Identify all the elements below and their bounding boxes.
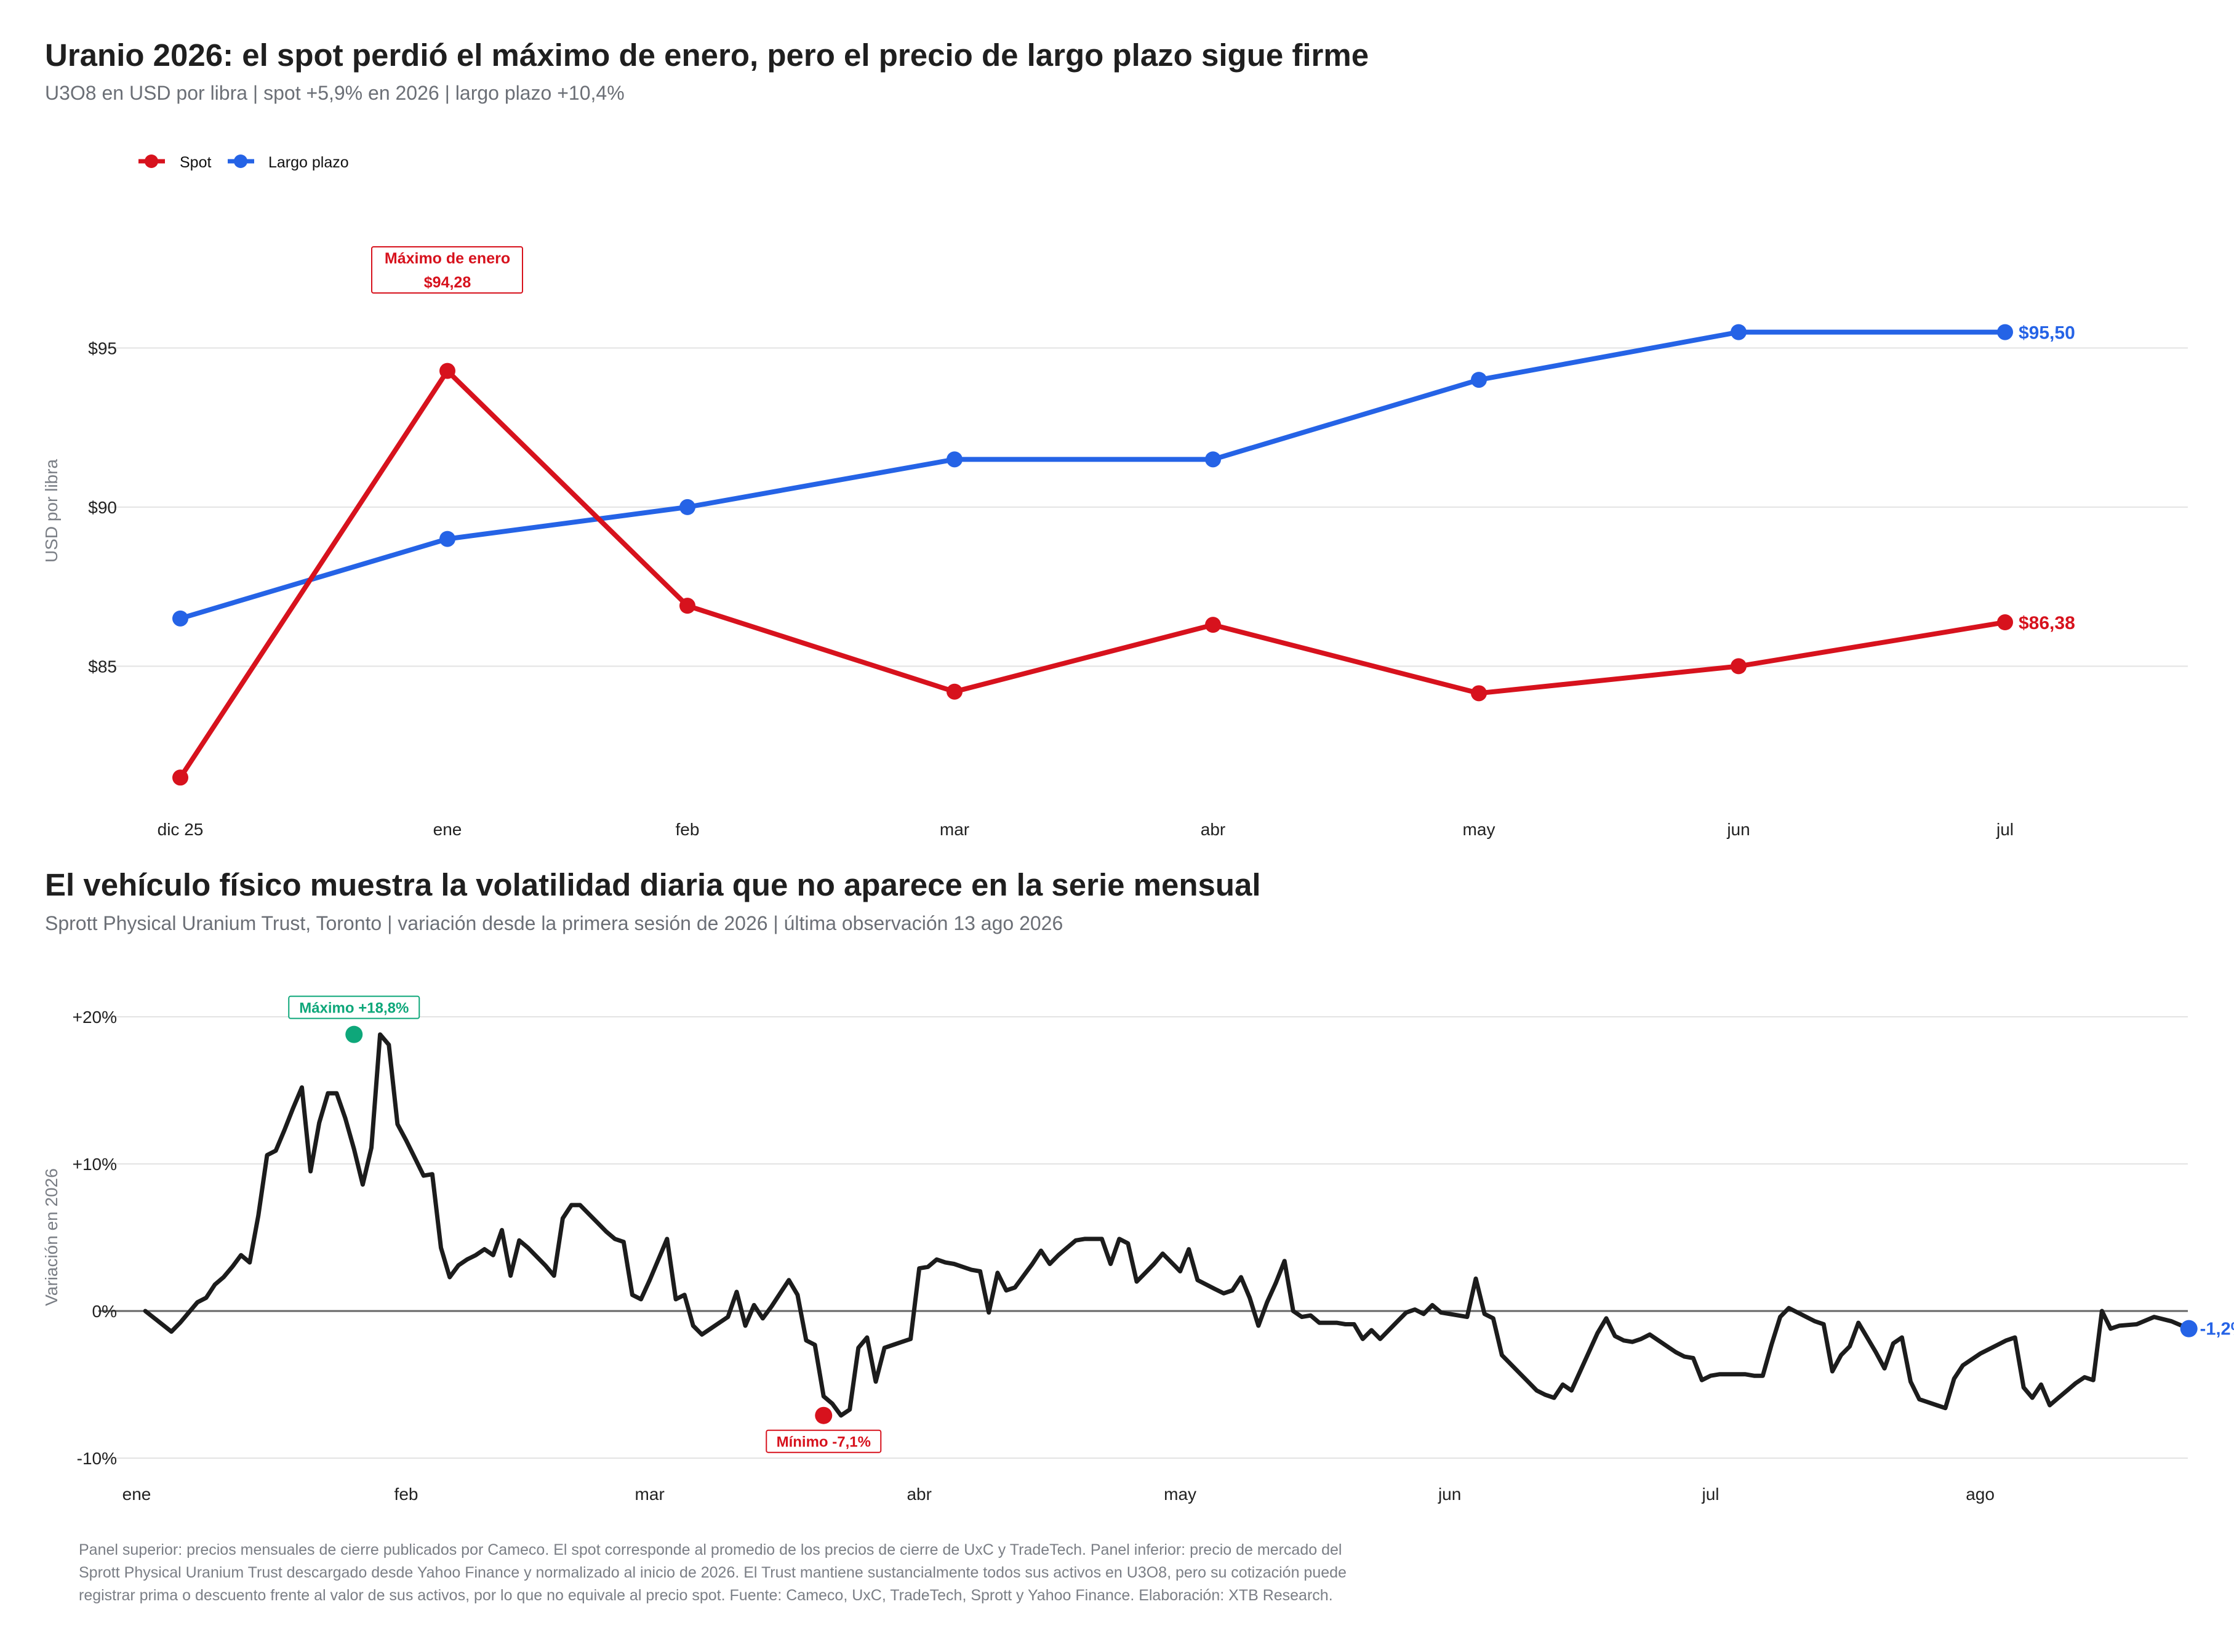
top-xtick-label: jun	[1726, 820, 1750, 839]
bottom-xtick-label: jul	[1702, 1485, 1720, 1504]
min-label: Mínimo -7,1%	[777, 1434, 871, 1451]
bottom-chart-ylabel: Variación en 2026	[42, 1168, 61, 1306]
max-label: Máximo +18,8%	[299, 1000, 409, 1017]
top-xtick-label: jul	[1996, 820, 2014, 839]
bottom-xtick-label: ago	[1966, 1485, 1995, 1504]
spot-point	[1731, 658, 1747, 675]
top-chart-legend: Spot Largo plazo	[138, 154, 349, 171]
top-xtick-label: feb	[676, 820, 700, 839]
bottom-line-chart: -10% 0% +10% +20% ene feb mar abr may jun jul ago V…	[42, 995, 2234, 1504]
end-marker	[2180, 1320, 2198, 1337]
top-xtick-label: mar	[940, 820, 969, 839]
spot-point	[439, 363, 455, 379]
bottom-chart-axes: -10% 0% +10% +20% ene feb mar abr may jun jul ago	[73, 1008, 1995, 1504]
bottom-xtick-label: may	[1164, 1485, 1196, 1504]
trust-variation-line	[143, 1032, 2192, 1418]
min-marker	[815, 1406, 833, 1424]
legend-spot-label: Spot	[180, 154, 211, 171]
bottom-xtick-label: ene	[122, 1485, 151, 1504]
max-enero-annotation-line1: Máximo de enero	[385, 250, 510, 267]
largo-point	[1205, 451, 1221, 468]
largo-point	[947, 451, 963, 468]
legend-largo-label: Largo plazo	[268, 154, 349, 171]
top-ytick-label: $90	[88, 498, 117, 517]
max-enero-annotation-line2: $94,28	[424, 274, 471, 291]
bottom-xtick-label: feb	[394, 1485, 418, 1504]
end-label-largo: $95,50	[2019, 323, 2075, 343]
top-line-chart: $85 $90 $95 dic 25 ene feb mar abr may jun jul USD…	[42, 154, 2188, 839]
spot-line	[178, 368, 2008, 780]
bottom-xtick-label: mar	[635, 1485, 665, 1504]
top-chart-ylabel: USD por libra	[42, 459, 61, 563]
top-ytick-label: $85	[88, 657, 117, 676]
bottom-ytick-label: 0%	[92, 1302, 117, 1321]
top-xtick-label: dic 25	[158, 820, 204, 839]
spot-point	[679, 598, 695, 614]
end-label-spot: $86,38	[2019, 613, 2075, 633]
top-chart-title: Uranio 2026: el spot perdió el máximo de…	[45, 38, 1369, 73]
min-label-box	[766, 1429, 882, 1453]
largo-point	[439, 531, 455, 547]
top-chart-series	[172, 324, 2013, 786]
largo-point	[679, 499, 695, 515]
bottom-chart-subtitle: Sprott Physical Uranium Trust, Toronto |…	[45, 912, 1063, 934]
top-xtick-label: may	[1463, 820, 1495, 839]
top-ytick-label: $95	[88, 339, 117, 358]
max-enero-annotation-box	[371, 246, 523, 294]
end-label-trust: -1,2%	[2200, 1320, 2234, 1339]
largo-point	[1471, 372, 1487, 388]
max-marker	[345, 1025, 363, 1043]
largo-point	[172, 610, 188, 627]
legend-largo-marker	[234, 154, 247, 168]
top-chart-subtitle: U3O8 en USD por libra | spot +5,9% en 20…	[45, 82, 625, 104]
bottom-ytick-label: -10%	[77, 1449, 117, 1468]
spot-point	[1205, 617, 1221, 633]
top-chart-gridlines	[98, 347, 2188, 667]
bottom-chart-annotations: Máximo +18,8% Mínimo -7,1% -1,2%	[288, 995, 2234, 1453]
spot-point	[1471, 685, 1487, 702]
bottom-ytick-label: +20%	[73, 1008, 117, 1027]
spot-point	[172, 769, 188, 786]
bottom-chart-gridlines	[98, 1016, 2188, 1459]
largo-line	[178, 329, 2008, 621]
max-label-box	[288, 995, 420, 1019]
top-xtick-label: ene	[433, 820, 462, 839]
bottom-chart-title: El vehículo físico muestra la volatilida…	[45, 867, 1261, 902]
footnote: Panel superior: precios mensuales de cie…	[79, 1541, 1347, 1604]
bottom-ytick-label: +10%	[73, 1155, 117, 1174]
legend-spot-marker	[145, 154, 158, 168]
top-chart-axes: $85 $90 $95 dic 25 ene feb mar abr may jun jul	[88, 339, 2014, 839]
bottom-chart-series	[143, 1032, 2192, 1418]
bottom-xtick-label: abr	[907, 1485, 931, 1504]
top-xtick-label: abr	[1201, 820, 1225, 839]
top-chart-annotations: Máximo de enero $94,28 $95,50 $86,38	[371, 246, 2075, 633]
largo-point	[1997, 324, 2013, 340]
bottom-xtick-label: jun	[1438, 1485, 1461, 1504]
largo-point	[1731, 324, 1747, 340]
spot-point	[947, 683, 963, 700]
spot-point	[1997, 614, 2013, 631]
